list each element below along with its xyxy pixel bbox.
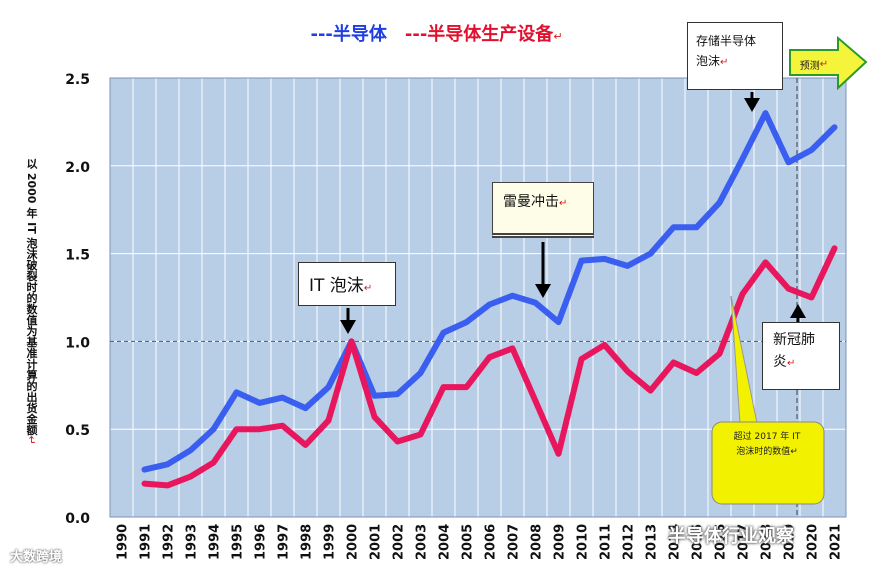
- x-tick-label: 2019: [783, 524, 798, 560]
- x-tick-label: 2017: [737, 524, 752, 560]
- yellow-callout-line2: 泡沫时的数值: [736, 447, 791, 457]
- x-tick-label: 2004: [438, 524, 453, 560]
- x-tick-label: 1996: [254, 524, 269, 560]
- memory-bubble-arrow-icon: [744, 92, 760, 112]
- yellow-callout-text: 超过 2017 年 IT 泡沫时的数值↵: [717, 430, 817, 460]
- callout-lehman-text: 雷曼冲击: [503, 194, 559, 210]
- x-tick-label: 2012: [622, 524, 637, 560]
- y-tick-label: 2.5: [65, 72, 90, 88]
- plot-border: [109, 77, 847, 518]
- x-tick-label: 1990: [116, 524, 131, 560]
- x-tick-label: 2021: [829, 524, 844, 560]
- callout-covid-line2: 炎: [773, 354, 787, 370]
- watermark-right: 半导体行业观察: [668, 526, 794, 547]
- annotation-arrows: [340, 35, 868, 505]
- callout-memory-line1: 存储半导体: [696, 34, 757, 48]
- x-tick-label: 2000: [346, 524, 361, 560]
- x-tick-label: 1998: [300, 524, 315, 560]
- x-tick-label: 1992: [162, 524, 177, 560]
- x-tick-label: 1991: [139, 524, 154, 560]
- x-tick-label: 2013: [645, 524, 660, 560]
- x-tick-label: 2016: [714, 524, 729, 560]
- y-axis-label-mark: ↵: [25, 435, 38, 445]
- x-tick-label: 2018: [760, 524, 775, 560]
- x-tick-label: 2014: [668, 524, 683, 560]
- x-tick-label: 2011: [599, 524, 614, 560]
- forecast-arrow-icon: [789, 35, 868, 91]
- series-lines: [141, 110, 838, 489]
- y-axis-ticks: 0.0 0.5 1.0 1.5 2.0 2.5: [65, 72, 90, 527]
- x-tick-label: 2006: [484, 524, 499, 560]
- y-axis-label-text: 以 2000 年 IT 泡沫破裂时的数值为基准计算的出货金额: [25, 158, 38, 436]
- callout-covid-line1: 新冠肺: [773, 332, 815, 348]
- legend-equipment: ---半导体生产设备: [404, 24, 554, 45]
- yellow-callout-box: [711, 421, 825, 505]
- forecast-label-mark: ↵: [819, 58, 829, 70]
- y-tick-label: 2.0: [65, 160, 90, 176]
- y-tick-label: 1.0: [65, 335, 90, 351]
- callout-lehman-mark: ↵: [559, 198, 568, 209]
- x-tick-label: 2007: [507, 524, 522, 560]
- x-tick-label: 2005: [461, 524, 476, 560]
- callout-memory-mark: ↵: [720, 57, 729, 68]
- callout-it-text: IT 泡沫: [309, 276, 364, 296]
- x-tick-label: 2003: [415, 524, 430, 560]
- yellow-callout-line1: 超过 2017 年 IT: [733, 432, 801, 442]
- x-tick-label: 1994: [208, 524, 223, 560]
- x-tick-label: 2002: [392, 524, 407, 560]
- x-tick-label: 1999: [323, 524, 338, 560]
- yellow-callout-mark: ↵: [790, 447, 798, 457]
- x-tick-label: 2010: [576, 524, 591, 560]
- x-tick-label: 1995: [231, 524, 246, 560]
- x-tick-label: 2015: [691, 524, 706, 560]
- callout-memory-bubble: 存储半导体 泡沫↵: [687, 22, 783, 90]
- it-bubble-arrow-icon: [340, 308, 356, 334]
- x-axis-ticks: 1990 1991 1992 1993 1994 1995 1996 1997 1998 1999…: [116, 524, 844, 560]
- y-tick-label: 0.5: [65, 423, 90, 439]
- x-tick-label: 2020: [806, 524, 821, 560]
- lehman-arrow-icon: [535, 242, 551, 298]
- callout-lehman-shock: 雷曼冲击↵: [492, 182, 594, 238]
- watermark-left: 大数跨境: [10, 550, 63, 565]
- callout-it-bubble: IT 泡沫↵: [298, 262, 396, 306]
- legend-return-mark: ↵: [553, 30, 563, 43]
- x-tick-label: 2008: [530, 524, 545, 560]
- y-tick-label: 0.0: [65, 511, 90, 527]
- x-tick-label: 2001: [369, 524, 384, 560]
- x-tick-label: 2009: [553, 524, 568, 560]
- y-tick-label: 1.5: [65, 248, 90, 264]
- forecast-label: 预测 ↵: [792, 52, 836, 76]
- callout-covid-mark: ↵: [787, 358, 796, 369]
- x-tick-label: 1993: [185, 524, 200, 560]
- forecast-label-text: 预测: [799, 60, 820, 72]
- x-tick-label: 1997: [277, 524, 292, 560]
- callout-covid: 新冠肺 炎↵: [762, 322, 840, 390]
- callout-it-mark: ↵: [363, 283, 373, 294]
- callout-memory-line2: 泡沫: [696, 54, 721, 68]
- y-axis-label: 以 2000 年 IT 泡沫破裂时的数值为基准计算的出货金额↵: [10, 158, 38, 488]
- legend-semiconductor: ---半导体: [310, 24, 387, 45]
- legend: ---半导体 ---半导体生产设备↵: [0, 20, 873, 46]
